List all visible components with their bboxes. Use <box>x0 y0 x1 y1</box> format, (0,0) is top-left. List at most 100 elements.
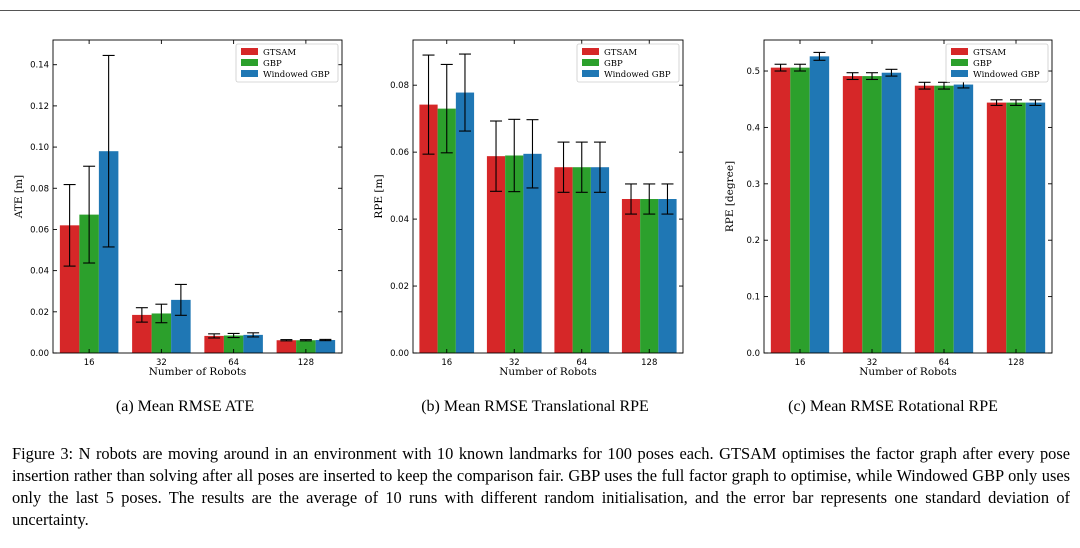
y-tick-label: 0.06 <box>30 225 49 235</box>
legend-label-gtsam: GTSAM <box>604 48 637 58</box>
error-bar-windowed-gbp-32 <box>174 283 187 316</box>
bar-gbp-16 <box>790 67 810 354</box>
error-bar-windowed-gbp-128 <box>319 338 332 342</box>
bar-gbp-16 <box>79 214 99 353</box>
legend-swatch-windowed-gbp <box>582 70 599 77</box>
error-bar-gtsam-32 <box>846 72 859 81</box>
legend-label-windowed-gbp: Windowed GBP <box>263 70 330 80</box>
error-bar-windowed-gbp-16 <box>102 54 115 248</box>
top-rule <box>0 10 1080 11</box>
bar-gbp-64 <box>572 167 591 353</box>
error-bar-windowed-gbp-16 <box>813 51 826 61</box>
axes-frame <box>52 39 343 354</box>
bar-gtsam-32 <box>132 314 152 353</box>
bar-gtsam-64 <box>204 335 224 353</box>
bar-gbp-128 <box>640 199 659 353</box>
error-bar-gtsam-64 <box>557 141 570 193</box>
error-bar-gbp-64 <box>227 332 240 339</box>
bar-windowed-gbp-32 <box>523 153 542 353</box>
y-tick-label: 0.00 <box>30 349 49 359</box>
error-bar-gtsam-16 <box>422 54 435 155</box>
y-tick-label: 0.5 <box>746 67 760 77</box>
x-tick-label: 64 <box>228 358 239 368</box>
bar-windowed-gbp-64 <box>590 167 610 353</box>
x-axis-label: Number of Robots <box>859 366 957 378</box>
y-tick-label: 0.10 <box>30 143 49 153</box>
error-bar-gbp-64 <box>575 141 588 193</box>
chart-ate: 0.00 0.02 0.04 0.06 0.08 0.10 0.12 0.14 16 32 64 12… <box>13 39 343 378</box>
x-axis-label: Number of Robots <box>499 366 597 378</box>
error-bar-gtsam-16 <box>774 63 787 72</box>
bar-windowed-gbp-32 <box>881 72 902 354</box>
legend-swatch-gtsam <box>582 48 599 55</box>
x-tick-label: 64 <box>939 358 950 368</box>
y-tick-label: 0.02 <box>390 282 409 292</box>
x-tick-label: 16 <box>441 358 452 368</box>
x-tick-label: 128 <box>641 358 657 368</box>
axes-frame <box>412 39 684 354</box>
chart-rpe-rotational: 0.0 0.1 0.2 0.3 0.4 0.5 16 32 64 128 Number of Rob… <box>724 39 1053 378</box>
error-bar-gtsam-128 <box>625 183 638 215</box>
y-tick-label: 0.1 <box>746 293 760 303</box>
error-bar-windowed-gbp-32 <box>526 119 539 189</box>
legend-swatch-gtsam <box>951 48 968 55</box>
legend-swatch-windowed-gbp <box>241 70 258 77</box>
subcaption-c: (c) Mean RMSE Rotational RPE <box>788 398 998 415</box>
y-tick-label: 0.02 <box>30 308 49 318</box>
y-axis-label: RPE [m] <box>373 174 385 218</box>
y-tick-label: 0.12 <box>30 102 49 112</box>
legend-box <box>945 43 1049 83</box>
legend-swatch-gbp <box>951 59 968 66</box>
x-tick-label: 32 <box>867 358 878 368</box>
error-bar-gtsam-64 <box>208 333 221 339</box>
error-bar-gbp-32 <box>866 72 878 81</box>
error-bar-gtsam-128 <box>280 339 293 342</box>
legend-swatch-gbp <box>582 59 599 66</box>
bar-gtsam-16 <box>419 104 438 354</box>
bar-gtsam-64 <box>914 85 935 353</box>
error-bar-gbp-128 <box>1010 99 1022 106</box>
chart-rpe-translational: 0.00 0.02 0.04 0.06 0.08 16 32 64 128 Number of R… <box>373 39 684 378</box>
y-tick-label: 0.4 <box>746 123 760 133</box>
y-tick-label: 0.04 <box>30 267 49 277</box>
legend-swatch-gbp <box>241 59 258 66</box>
y-tick-label: 0.08 <box>30 184 49 194</box>
bar-gbp-16 <box>437 108 456 353</box>
subcaption-b: (b) Mean RMSE Translational RPE <box>421 398 649 415</box>
y-tick-label: 0.14 <box>30 61 49 71</box>
axes-frame <box>763 39 1053 354</box>
x-tick-label: 16 <box>84 358 95 368</box>
x-tick-label: 64 <box>576 358 587 368</box>
bar-windowed-gbp-16 <box>809 56 830 354</box>
bar-gtsam-128 <box>986 102 1007 353</box>
legend-label-gtsam: GTSAM <box>263 48 296 58</box>
y-tick-label: 0.00 <box>390 349 409 359</box>
legend-box <box>235 43 339 83</box>
bar-gtsam-128 <box>276 340 297 353</box>
legend-label-windowed-gbp: Windowed GBP <box>604 70 671 80</box>
legend-box <box>576 43 680 83</box>
bar-windowed-gbp-128 <box>1025 102 1046 353</box>
legend-label-gbp: GBP <box>604 59 623 69</box>
legend-label-gbp: GBP <box>973 59 992 69</box>
error-bar-gbp-16 <box>83 165 96 264</box>
error-bar-gbp-16 <box>440 63 453 154</box>
bar-gtsam-128 <box>621 199 641 353</box>
bar-gbp-32 <box>505 155 524 353</box>
y-tick-label: 0.08 <box>390 81 409 91</box>
bar-gbp-64 <box>934 85 954 353</box>
bar-gtsam-32 <box>486 156 506 353</box>
y-axis-label: RPE [degree] <box>724 161 736 232</box>
x-axis-label: Number of Robots <box>149 366 247 378</box>
error-bar-windowed-gbp-128 <box>1029 99 1042 106</box>
legend-swatch-windowed-gbp <box>951 70 968 77</box>
figure-caption: Figure 3: N robots are moving around in … <box>12 444 1070 529</box>
y-tick-label: 0.0 <box>746 349 760 359</box>
x-tick-label: 128 <box>298 358 314 368</box>
error-bar-windowed-gbp-32 <box>885 68 898 77</box>
error-bar-gtsam-32 <box>135 307 148 323</box>
error-bar-windowed-gbp-16 <box>458 53 471 132</box>
